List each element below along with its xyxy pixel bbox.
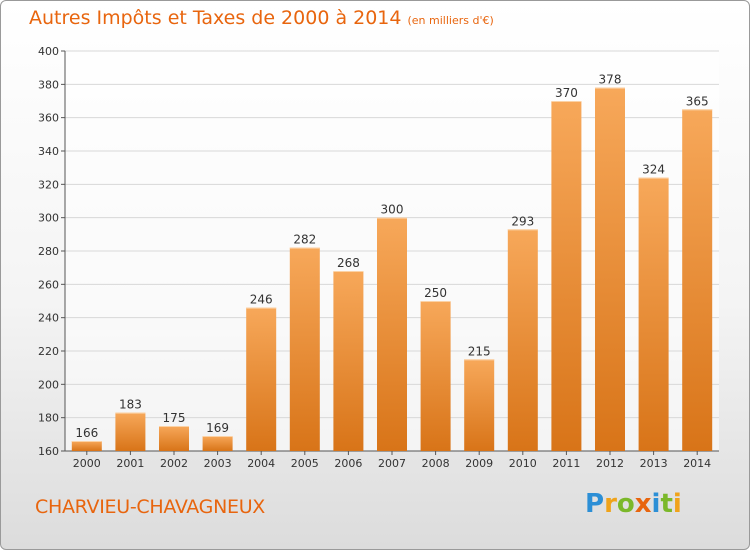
- logo-letter: i: [672, 489, 682, 519]
- x-tick-label: 2001: [116, 457, 144, 470]
- bar: [289, 247, 320, 451]
- bar: [464, 359, 495, 451]
- bar: [682, 109, 713, 451]
- x-tick-label: 2005: [291, 457, 319, 470]
- x-tick-label: 2011: [552, 457, 580, 470]
- bar: [638, 177, 669, 451]
- logo-letter: i: [651, 489, 661, 519]
- bar-value-label: 282: [293, 233, 316, 247]
- proxiti-logo: Proxiti: [585, 489, 682, 519]
- y-tick-label: 300: [38, 212, 59, 225]
- chart-unit-text: (en milliers d'€): [407, 14, 494, 27]
- x-tick-label: 2003: [204, 457, 232, 470]
- x-tick-label: 2002: [160, 457, 188, 470]
- y-tick-label: 240: [38, 312, 59, 325]
- y-tick-label: 340: [38, 145, 59, 158]
- bar-value-label: 268: [337, 256, 360, 270]
- y-tick-label: 380: [38, 78, 59, 91]
- logo-letter: o: [616, 489, 635, 519]
- logo-letter: P: [585, 489, 605, 519]
- bar-value-label: 370: [555, 86, 578, 100]
- x-tick-label: 2009: [465, 457, 493, 470]
- bar-value-label: 293: [511, 214, 534, 228]
- chart-title: Autres Impôts et Taxes de 2000 à 2014 (en…: [29, 7, 494, 29]
- y-tick-label: 200: [38, 378, 59, 391]
- x-tick-label: 2010: [509, 457, 537, 470]
- bar-value-label: 169: [206, 421, 229, 435]
- bar: [420, 301, 451, 451]
- chart-title-text: Autres Impôts et Taxes de 2000 à 2014: [29, 7, 402, 29]
- x-tick-label: 2007: [378, 457, 406, 470]
- bar: [115, 412, 146, 451]
- bar-value-label: 250: [424, 286, 447, 300]
- y-tick-label: 180: [38, 412, 59, 425]
- bar-value-label: 166: [75, 426, 98, 440]
- bar: [507, 229, 538, 451]
- bar: [71, 441, 102, 451]
- commune-name: CHARVIEU-CHAVAGNEUX: [35, 496, 266, 518]
- x-tick-label: 2014: [683, 457, 711, 470]
- y-tick-label: 220: [38, 345, 59, 358]
- bar-value-label: 175: [163, 411, 186, 425]
- bar: [595, 87, 625, 452]
- x-tick-label: 2006: [334, 457, 362, 470]
- bar-value-label: 246: [250, 293, 273, 307]
- bar-value-label: 365: [686, 94, 709, 108]
- bar: [377, 217, 407, 451]
- x-tick-label: 2000: [73, 457, 101, 470]
- bar: [551, 101, 582, 451]
- y-tick-label: 280: [38, 245, 59, 258]
- bar: [159, 426, 189, 451]
- y-tick-label: 160: [38, 445, 59, 458]
- y-tick-label: 360: [38, 112, 59, 125]
- x-tick-label: 2004: [247, 457, 275, 470]
- logo-letter: t: [660, 489, 673, 519]
- bar-value-label: 183: [119, 398, 142, 412]
- x-tick-label: 2008: [422, 457, 450, 470]
- y-tick-label: 320: [38, 178, 59, 191]
- bar-value-label: 324: [642, 163, 665, 177]
- x-tick-label: 2012: [596, 457, 624, 470]
- bar-value-label: 215: [468, 344, 491, 358]
- logo-letter: r: [604, 489, 617, 519]
- bar-value-label: 300: [381, 203, 404, 217]
- logo-letter: x: [634, 489, 652, 519]
- bar: [246, 307, 277, 451]
- bar: [202, 436, 233, 451]
- bar-value-label: 378: [599, 73, 622, 87]
- y-tick-label: 260: [38, 278, 59, 291]
- x-tick-label: 2013: [640, 457, 668, 470]
- y-tick-label: 400: [38, 45, 59, 58]
- bar: [333, 271, 364, 451]
